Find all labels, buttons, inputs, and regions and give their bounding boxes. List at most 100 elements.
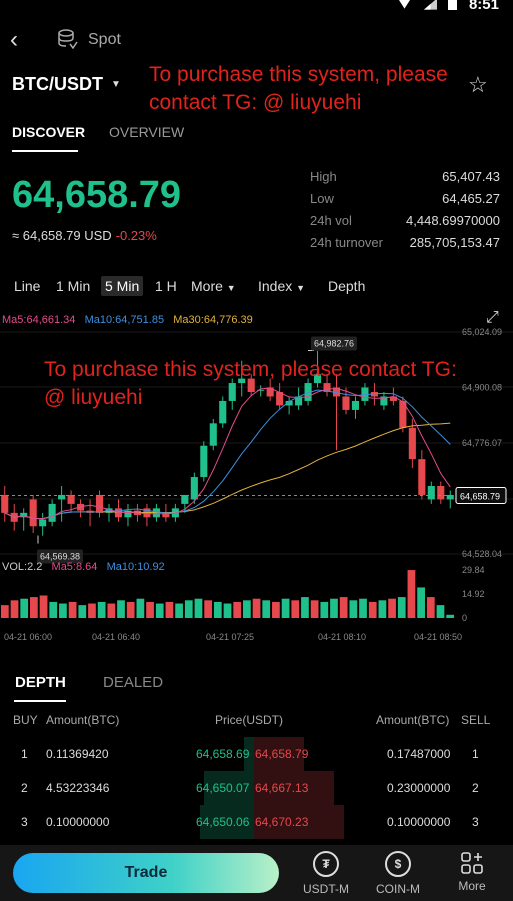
volume-bar <box>407 570 416 618</box>
grid-plus-icon <box>461 852 483 874</box>
depth-row[interactable]: 3 0.10000000 64,650.06 64,670.23 0.10000000 3 <box>0 805 513 839</box>
volume-bar <box>446 614 455 618</box>
ma10-line <box>4 389 451 520</box>
depth-row[interactable]: 1 0.11369420 64,658.69 64,658.79 0.17487000 1 <box>0 737 513 771</box>
price-tick-label: 64,776.07 <box>462 438 502 448</box>
volume-bar <box>175 603 183 618</box>
time-tick-label: 04-21 06:40 <box>92 632 140 642</box>
candle <box>342 396 350 410</box>
top-nav: ‹ Spot <box>0 24 513 60</box>
time-tick-label: 04-21 08:10 <box>318 632 366 642</box>
vol-legend: VOL:2.2 Ma5:8.64 Ma10:10.92 <box>2 561 165 573</box>
ask-depth-bar <box>254 805 344 839</box>
status-time: 8:51 <box>468 0 499 13</box>
trade-button[interactable]: Trade <box>13 853 279 893</box>
candle <box>285 400 293 406</box>
main-tabs: DISCOVER OVERVIEW <box>0 120 513 156</box>
tab-overview[interactable]: OVERVIEW <box>109 124 185 140</box>
vol-value: 4,448.69970000 <box>406 212 500 228</box>
candle <box>257 389 265 391</box>
volume-bar <box>184 600 193 618</box>
ma10-label: Ma10:64,751.85 <box>84 314 165 326</box>
bid-price: 64,650.07 <box>196 781 250 795</box>
volume-bar <box>252 598 261 618</box>
interval-line[interactable]: Line <box>14 278 41 294</box>
bid-price: 64,658.69 <box>196 747 250 761</box>
expand-icon[interactable]: ⤢ <box>486 307 499 326</box>
nav-more[interactable]: More <box>437 851 507 893</box>
nav-usdtm[interactable]: ₮ USDT-M <box>291 851 361 896</box>
time-tick-label: 04-21 07:25 <box>206 632 254 642</box>
turnover-value: 285,705,153.47 <box>409 234 500 250</box>
ma-legend: Ma5:64,661.34 Ma10:64,751.85 Ma30:64,776… <box>2 314 253 326</box>
sell-amount: 0.10000000 <box>387 815 451 829</box>
interval-1min[interactable]: 1 Min <box>56 278 91 294</box>
volume-bar <box>301 597 309 618</box>
candle <box>1 494 9 513</box>
buy-amount: 4.53223346 <box>46 781 110 795</box>
time-tick-label: 04-21 08:50 <box>414 632 462 642</box>
last-price-tag <box>455 486 507 504</box>
volume-bar <box>378 600 387 618</box>
volume-bar <box>436 605 445 618</box>
volume-bar <box>339 597 348 618</box>
candle <box>162 512 170 518</box>
volume-bar <box>68 601 77 618</box>
interval-more[interactable]: More ▼ <box>191 278 236 294</box>
interval-index[interactable]: Index ▼ <box>258 278 306 294</box>
volume-bar <box>262 600 271 618</box>
candle <box>399 400 407 428</box>
tab-depth[interactable]: DEPTH <box>15 674 66 691</box>
bid-depth-bar <box>204 771 254 805</box>
tab-dealed[interactable]: DEALED <box>103 674 164 691</box>
candle <box>124 510 132 518</box>
nav-coinm[interactable]: $ COIN-M <box>363 851 433 896</box>
candle <box>48 503 56 522</box>
candle <box>190 477 198 500</box>
watermark-chart: To purchase this system, please contact … <box>44 358 457 409</box>
caret-down-icon[interactable]: ▼ <box>111 79 121 90</box>
depth-tab-indicator <box>14 700 66 702</box>
volume-bar <box>88 603 96 618</box>
candle <box>446 494 454 500</box>
volume-bar <box>146 601 154 618</box>
ma30-label: Ma30:64,776.39 <box>173 314 253 326</box>
candle <box>266 387 274 397</box>
caret-down-icon: ▼ <box>296 283 306 293</box>
candle <box>247 378 255 393</box>
sell-index: 1 <box>472 747 479 761</box>
volume-bar <box>10 600 19 618</box>
last-price-label: 64,658.79 <box>460 491 500 501</box>
tab-discover[interactable]: DISCOVER <box>12 124 86 140</box>
depth-row[interactable]: 2 4.53223346 64,650.07 64,667.13 0.23000000 2 <box>0 771 513 805</box>
interval-1h[interactable]: 1 H <box>155 278 177 294</box>
high-marker-tag <box>311 336 357 351</box>
pair-selector[interactable]: BTC/USDT <box>12 74 103 94</box>
vol-tick-label: 14.92 <box>462 589 485 599</box>
candle <box>228 383 236 401</box>
volume-bar <box>204 600 213 618</box>
time-tick-label: 04-21 06:00 <box>4 632 52 642</box>
spot-label: Spot <box>88 31 121 48</box>
signal-icon <box>424 0 437 10</box>
chevron-left-icon[interactable]: ‹ <box>10 26 18 53</box>
kline-chart[interactable]: 65,024.09 64,900.08 64,776.07 64,528.04 ⤢ 64,… <box>0 300 513 650</box>
volume-bar <box>233 601 242 618</box>
database-icon <box>58 29 78 50</box>
candle <box>95 494 104 513</box>
volume-bar <box>281 598 290 618</box>
interval-5min[interactable]: 5 Min <box>101 276 144 296</box>
interval-depth[interactable]: Depth <box>328 278 366 294</box>
candle <box>77 503 85 511</box>
candle <box>408 427 416 460</box>
candle <box>209 423 217 446</box>
candle <box>181 494 189 504</box>
candle <box>200 445 208 478</box>
spot-switch[interactable]: Spot <box>56 28 121 52</box>
usd-equivalent: ≈ 64,658.79 USD -0.23% <box>12 228 157 243</box>
volume-bar <box>388 598 396 618</box>
candle <box>389 396 397 401</box>
star-icon[interactable]: ☆ <box>468 72 488 97</box>
ask-price: 64,667.13 <box>255 781 309 795</box>
candle <box>351 400 360 410</box>
